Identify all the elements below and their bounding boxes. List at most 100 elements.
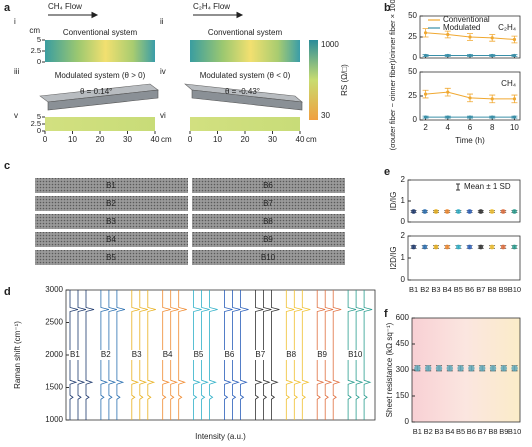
point: [468, 96, 472, 100]
sample-label: B9: [317, 350, 327, 359]
point: [512, 115, 517, 119]
subpanel-label: iv: [160, 67, 166, 76]
y-tick-label: 1500: [45, 383, 63, 392]
point: [446, 365, 453, 372]
spectrum: [139, 290, 148, 420]
colorbar-tick: 1000: [321, 40, 339, 49]
spectrum: [77, 290, 87, 420]
point: [456, 244, 461, 250]
fiber-label: B2: [106, 199, 116, 208]
point: [446, 32, 450, 37]
colorbar: [309, 40, 318, 120]
spectrum: [332, 290, 342, 420]
point: [423, 31, 428, 35]
panel-label: b: [384, 2, 391, 14]
annotation: C₂H₄: [498, 23, 516, 32]
y-tick-label: 2.5: [31, 46, 41, 55]
colorbar-tick: 30: [321, 111, 330, 120]
heatmap: [45, 117, 155, 131]
x-tick-label: 20: [96, 135, 105, 144]
flow-arrows: [48, 11, 244, 19]
panel-label: a: [4, 2, 11, 14]
x-tick-label: B9: [499, 285, 508, 294]
spectrum: [301, 290, 311, 420]
point: [446, 53, 450, 58]
spectrum: [116, 290, 125, 420]
point: [422, 209, 428, 214]
sample-label: B5: [194, 350, 204, 359]
x-tick-label: B5: [454, 285, 463, 294]
point: [468, 35, 472, 39]
point: [456, 209, 461, 214]
x-tick-label: B8: [488, 427, 497, 436]
y-tick-label: 5: [37, 112, 41, 121]
x-tick-label: B3: [434, 427, 443, 436]
y-tick-label: 1: [401, 196, 406, 205]
flow-label: C₂H₄ Flow: [193, 2, 230, 11]
fiber-photo: [192, 250, 345, 265]
y-tick-label: 600: [396, 313, 410, 322]
heatmap: [45, 40, 155, 62]
point: [444, 209, 450, 214]
x-tick-label: 4: [446, 123, 451, 132]
system-label: Conventional system: [63, 28, 138, 37]
x-tick-label: 6: [468, 123, 473, 132]
y-tick-label: 300: [396, 365, 410, 374]
spectrum: [100, 290, 109, 420]
axis-unit: cm: [29, 26, 40, 35]
spectrum: [170, 290, 179, 420]
point: [446, 115, 450, 119]
y-tick-label: 50: [408, 67, 417, 76]
x-axis-label: Intensity (a.u.): [195, 432, 246, 441]
y-axis-label: Raman shift (cm⁻¹): [13, 321, 22, 389]
y-tick-label: 0: [413, 53, 418, 62]
y-tick-label: 2000: [45, 350, 63, 359]
spectrum: [162, 290, 171, 420]
y-axis-label: I2D/IG: [389, 246, 398, 269]
point: [500, 209, 506, 214]
legend-label: Conventional: [443, 15, 490, 24]
label-bg: [161, 350, 177, 360]
spectrum: [131, 290, 140, 420]
x-tick-label: B10: [508, 285, 521, 294]
point: [435, 365, 443, 372]
fiber-photo: [35, 250, 188, 265]
point: [467, 244, 472, 250]
spectrum: [316, 290, 326, 420]
subpanel-label: i: [14, 17, 16, 26]
x-tick-label: 20: [241, 135, 250, 144]
spectrum: [293, 290, 303, 420]
point: [478, 209, 484, 214]
x-tick-label: 0: [188, 135, 193, 144]
spectrum: [224, 290, 233, 420]
fiber-photo: [35, 214, 188, 229]
point: [478, 244, 484, 250]
point: [414, 365, 421, 372]
point: [433, 244, 439, 250]
x-tick-label: 2: [423, 123, 428, 132]
point: [467, 209, 472, 214]
device-sketches: [39, 83, 303, 111]
sample-label: B7: [255, 350, 265, 359]
label-bg: [254, 350, 270, 360]
point: [423, 92, 428, 96]
y-tick-label: 2: [401, 231, 406, 240]
y-tick-label: 1000: [45, 415, 63, 424]
point: [468, 53, 472, 58]
heatmap: [190, 40, 300, 62]
label-bg: [347, 350, 363, 360]
point: [468, 115, 472, 119]
fiber-label: B9: [263, 235, 273, 244]
x-tick-label: B6: [467, 427, 476, 436]
y-tick-label: 25: [408, 32, 417, 41]
y-tick-label: 0: [37, 126, 41, 135]
x-tick-label: B10: [508, 427, 521, 436]
point: [423, 53, 428, 58]
x-tick-label: B6: [465, 285, 474, 294]
point: [512, 53, 517, 58]
label-bg: [316, 350, 332, 360]
sample-label: B3: [132, 350, 142, 359]
y-tick-label: 5: [37, 35, 41, 44]
x-tick-label: 10: [68, 135, 77, 144]
x-tick-label: B7: [476, 285, 485, 294]
